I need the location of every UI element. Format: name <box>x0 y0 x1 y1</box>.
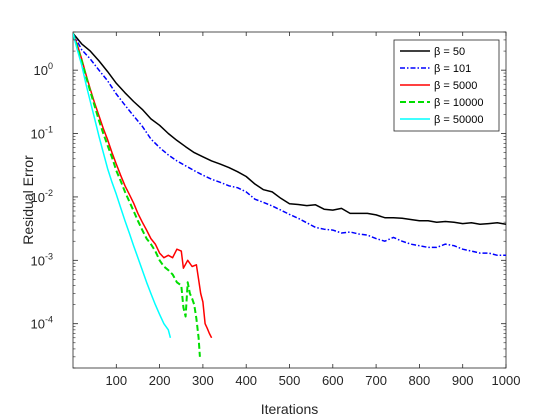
y-tick-label: 100 <box>34 61 53 78</box>
x-tick-label: 700 <box>365 373 387 388</box>
series-line-3 <box>73 33 201 357</box>
series-line-4 <box>73 33 172 338</box>
y-tick-label: 10-2 <box>31 188 53 205</box>
y-axis-title: Residual Error <box>20 155 36 245</box>
x-axis-title: Iterations <box>261 401 319 417</box>
x-tick-label: 200 <box>149 373 171 388</box>
x-tick-label: 900 <box>452 373 474 388</box>
x-tick-label: 400 <box>235 373 257 388</box>
y-axis: 100 10-1 10-2 10-3 10-4 <box>31 31 506 369</box>
y-tick-label: 10-3 <box>31 251 53 268</box>
legend: β = 50 β = 101 β = 5000 β = 10000 β = 50000 <box>393 39 500 132</box>
series-line-0 <box>73 32 506 226</box>
x-tick-label: 800 <box>409 373 431 388</box>
y-tick-label: 10-4 <box>31 315 53 332</box>
x-tick-label: 1000 <box>492 373 521 388</box>
x-tick-label: 600 <box>322 373 344 388</box>
legend-label: β = 10000 <box>434 97 483 109</box>
x-tick-label: 100 <box>105 373 127 388</box>
legend-label: β = 50 <box>434 46 465 58</box>
x-axis: 100 200 300 400 500 600 700 800 900 1000 <box>105 32 520 388</box>
legend-label: β = 50000 <box>434 114 483 126</box>
series-line-1 <box>73 33 506 257</box>
x-tick-label: 300 <box>192 373 214 388</box>
legend-label: β = 101 <box>434 63 471 75</box>
y-tick-label: 10-1 <box>31 125 53 142</box>
series-layer <box>73 32 506 357</box>
legend-label: β = 5000 <box>434 80 477 92</box>
x-tick-label: 500 <box>279 373 301 388</box>
series-line-2 <box>73 33 213 339</box>
